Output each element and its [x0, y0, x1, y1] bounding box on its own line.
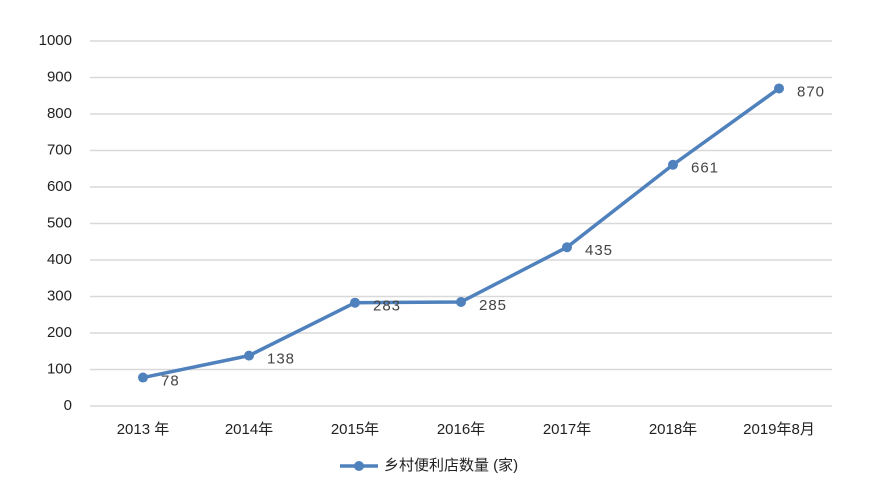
series-line [142, 87, 781, 380]
point [350, 297, 360, 308]
x-tick-label: 2018年 [649, 421, 697, 438]
y-tick-label: 200 [47, 324, 72, 341]
point [668, 159, 678, 170]
x-tick-label: 2019年8月 [743, 421, 815, 438]
x-tick-label: 2015年 [331, 421, 379, 438]
y-tick-label: 500 [47, 214, 72, 231]
y-tick-label: 0 [64, 397, 72, 414]
y-tick-label: 400 [47, 251, 72, 268]
data-label: 283 [373, 298, 401, 315]
y-tick-label: 300 [47, 287, 72, 304]
point [456, 296, 466, 307]
data-label: 870 [797, 83, 825, 100]
data-label: 78 [161, 372, 180, 389]
data-label: 138 [267, 351, 295, 368]
y-tick-label: 600 [47, 178, 72, 195]
y-tick-label: 1000 [39, 32, 72, 49]
data-label: 661 [691, 160, 719, 177]
legend-marker [354, 461, 364, 471]
y-tick-label: 900 [47, 68, 72, 85]
data-label: 435 [585, 242, 613, 259]
data-label: 285 [479, 297, 507, 314]
point [138, 372, 148, 383]
y-tick-label: 100 [47, 360, 72, 377]
x-tick-label: 2013 年 [117, 421, 170, 438]
point [244, 350, 254, 361]
x-tick-label: 2014年 [225, 421, 273, 438]
y-tick-label: 800 [47, 105, 72, 122]
y-tick-label: 700 [47, 141, 72, 158]
point [562, 242, 572, 253]
x-tick-label: 2016年 [437, 421, 485, 438]
legend-label: 乡村便利店数量 (家) [384, 457, 518, 474]
x-tick-label: 2017年 [543, 421, 591, 438]
point [774, 83, 784, 94]
